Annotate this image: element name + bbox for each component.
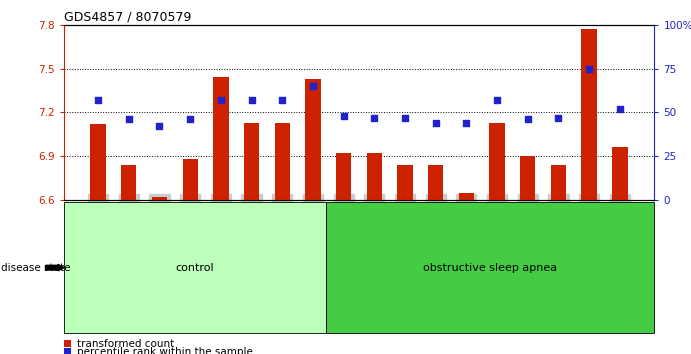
Bar [121,165,136,200]
Point [123,116,134,122]
Bar [612,147,627,200]
Text: GDS4857 / 8070579: GDS4857 / 8070579 [64,11,191,24]
Bar [244,122,259,200]
Bar [489,122,504,200]
Point [216,97,227,103]
Point [461,120,472,126]
Bar [336,153,351,200]
Bar [91,124,106,200]
Point [307,83,319,89]
Point [553,115,564,120]
Bar [397,165,413,200]
Point [93,97,104,103]
Bar [367,153,382,200]
Bar [428,165,444,200]
Point [522,116,533,122]
Bar [551,165,566,200]
Text: obstructive sleep apnea: obstructive sleep apnea [423,263,558,273]
Point [338,113,349,119]
Bar [520,156,536,200]
Bar [182,159,198,200]
Point [491,97,502,103]
Point [369,115,380,120]
Point [614,106,625,112]
Point [430,120,442,126]
Bar [274,122,290,200]
Point [184,116,196,122]
Text: control: control [176,263,214,273]
Point [154,124,165,129]
Point [584,66,595,72]
Bar [214,77,229,200]
Bar [305,79,321,200]
Text: transformed count: transformed count [77,339,174,349]
Text: percentile rank within the sample: percentile rank within the sample [77,347,253,354]
Bar [459,193,474,200]
Bar [152,197,167,200]
Point [399,115,410,120]
Text: disease state: disease state [1,263,70,273]
Bar [582,29,597,200]
Point [246,97,257,103]
Point [276,97,287,103]
